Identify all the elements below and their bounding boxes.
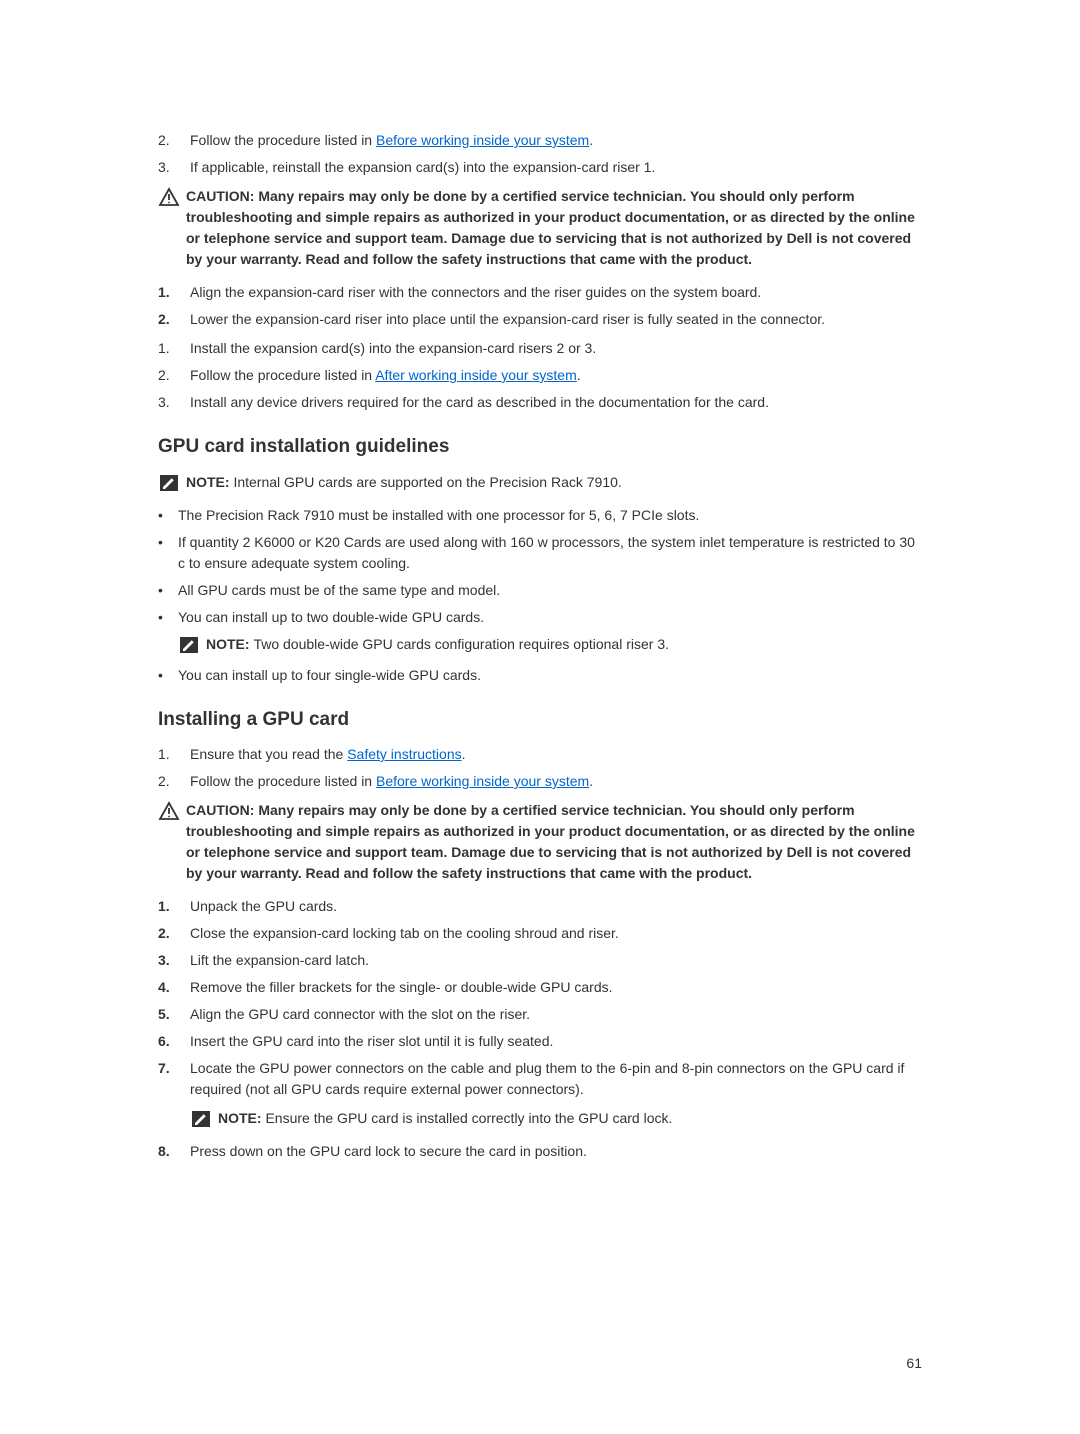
link-before-working[interactable]: Before working inside your system [376, 773, 589, 789]
step-number: 3. [158, 157, 190, 178]
step-number: 2. [158, 923, 190, 944]
step-number: 3. [158, 950, 190, 971]
step-text: Install the expansion card(s) into the e… [190, 338, 922, 359]
step-text: Follow the procedure listed in Before wo… [190, 771, 922, 792]
bullet-text: The Precision Rack 7910 must be installe… [178, 505, 922, 526]
step-text: Remove the filler brackets for the singl… [190, 977, 922, 998]
bullet-marker: • [158, 580, 178, 601]
step-list-1: 2. Follow the procedure listed in Before… [158, 130, 922, 178]
bullet-item: • You can install up to four single-wide… [158, 665, 922, 686]
step-number: 2. [158, 309, 190, 330]
step-text: Press down on the GPU card lock to secur… [190, 1141, 922, 1162]
bullet-text: All GPU cards must be of the same type a… [178, 580, 922, 601]
bullet-item: • You can install up to two double-wide … [158, 607, 922, 659]
caution-icon [158, 801, 180, 821]
bullet-list-1: • The Precision Rack 7910 must be instal… [158, 505, 922, 686]
link-safety-instructions[interactable]: Safety instructions [347, 746, 461, 762]
caution-callout: CAUTION: Many repairs may only be done b… [158, 800, 922, 884]
heading-gpu-guidelines: GPU card installation guidelines [158, 433, 922, 462]
step-number: 1. [158, 338, 190, 359]
step-item: 2. Close the expansion-card locking tab … [158, 923, 922, 944]
bullet-item: • If quantity 2 K6000 or K20 Cards are u… [158, 532, 922, 574]
step-number: 5. [158, 1004, 190, 1025]
bullet-text: You can install up to two double-wide GP… [178, 607, 922, 628]
note-text: NOTE: Ensure the GPU card is installed c… [218, 1108, 922, 1129]
step-text: Follow the procedure listed in After wor… [190, 365, 922, 386]
step-number: 1. [158, 282, 190, 303]
bullet-marker: • [158, 665, 178, 686]
step-text: Lift the expansion-card latch. [190, 950, 922, 971]
step-text: If applicable, reinstall the expansion c… [190, 157, 922, 178]
step-number: 2. [158, 771, 190, 792]
step-item: 4. Remove the filler brackets for the si… [158, 977, 922, 998]
step-text: Follow the procedure listed in Before wo… [190, 130, 922, 151]
bullet-marker: • [158, 505, 178, 526]
step-number: 6. [158, 1031, 190, 1052]
step-text: Align the GPU card connector with the sl… [190, 1004, 922, 1025]
step-text: Ensure that you read the Safety instruct… [190, 744, 922, 765]
step-item: 3. Install any device drivers required f… [158, 392, 922, 413]
step-text: Align the expansion-card riser with the … [190, 282, 922, 303]
step-item: 1. Unpack the GPU cards. [158, 896, 922, 917]
caution-icon [158, 187, 180, 207]
bullet-marker: • [158, 532, 178, 574]
step-number: 4. [158, 977, 190, 998]
page-number: 61 [906, 1353, 922, 1374]
step-item: 1. Install the expansion card(s) into th… [158, 338, 922, 359]
note-text: NOTE: Two double-wide GPU cards configur… [206, 634, 922, 655]
step-number: 7. [158, 1058, 190, 1100]
step-number: 2. [158, 365, 190, 386]
bullet-item: • The Precision Rack 7910 must be instal… [158, 505, 922, 526]
heading-installing-gpu: Installing a GPU card [158, 706, 922, 735]
note-callout: NOTE: Internal GPU cards are supported o… [158, 472, 922, 493]
step-text: Install any device drivers required for … [190, 392, 922, 413]
step-list-3: 1. Install the expansion card(s) into th… [158, 338, 922, 413]
step-item: 2. Follow the procedure listed in After … [158, 365, 922, 386]
link-after-working[interactable]: After working inside your system [375, 367, 577, 383]
step-list-4: 1. Ensure that you read the Safety instr… [158, 744, 922, 792]
step-number: 3. [158, 392, 190, 413]
bullet-item: • All GPU cards must be of the same type… [158, 580, 922, 601]
step-number: 2. [158, 130, 190, 151]
step-item: 2. Follow the procedure listed in Before… [158, 130, 922, 151]
step-item: 1. Align the expansion-card riser with t… [158, 282, 922, 303]
step-item: 3. Lift the expansion-card latch. [158, 950, 922, 971]
caution-text: CAUTION: Many repairs may only be done b… [186, 800, 922, 884]
link-before-working[interactable]: Before working inside your system [376, 132, 589, 148]
bullet-marker: • [158, 607, 178, 628]
step-text: Locate the GPU power connectors on the c… [190, 1058, 922, 1100]
step-list-2: 1. Align the expansion-card riser with t… [158, 282, 922, 330]
step-item: 2. Lower the expansion-card riser into p… [158, 309, 922, 330]
step-text: Lower the expansion-card riser into plac… [190, 309, 922, 330]
step-text: Unpack the GPU cards. [190, 896, 922, 917]
bullet-text: If quantity 2 K6000 or K20 Cards are use… [178, 532, 922, 574]
caution-text: CAUTION: Many repairs may only be done b… [186, 186, 922, 270]
step-item: 5. Align the GPU card connector with the… [158, 1004, 922, 1025]
step-number: 8. [158, 1141, 190, 1162]
step-text: Close the expansion-card locking tab on … [190, 923, 922, 944]
step-item: 3. If applicable, reinstall the expansio… [158, 157, 922, 178]
note-callout: NOTE: Ensure the GPU card is installed c… [190, 1108, 922, 1129]
caution-callout: CAUTION: Many repairs may only be done b… [158, 186, 922, 270]
note-icon [190, 1109, 212, 1129]
step-list-5: 1. Unpack the GPU cards. 2. Close the ex… [158, 896, 922, 1162]
note-icon [158, 473, 180, 493]
step-number: 1. [158, 896, 190, 917]
step-number: 1. [158, 744, 190, 765]
step-text: Insert the GPU card into the riser slot … [190, 1031, 922, 1052]
step-item: 1. Ensure that you read the Safety instr… [158, 744, 922, 765]
bullet-text: You can install up to four single-wide G… [178, 665, 922, 686]
step-item: 8. Press down on the GPU card lock to se… [158, 1141, 922, 1162]
note-text: NOTE: Internal GPU cards are supported o… [186, 472, 922, 493]
note-callout: NOTE: Two double-wide GPU cards configur… [178, 634, 922, 655]
note-icon [178, 635, 200, 655]
step-item: 6. Insert the GPU card into the riser sl… [158, 1031, 922, 1052]
step-item: 7. Locate the GPU power connectors on th… [158, 1058, 922, 1135]
step-item: 2. Follow the procedure listed in Before… [158, 771, 922, 792]
